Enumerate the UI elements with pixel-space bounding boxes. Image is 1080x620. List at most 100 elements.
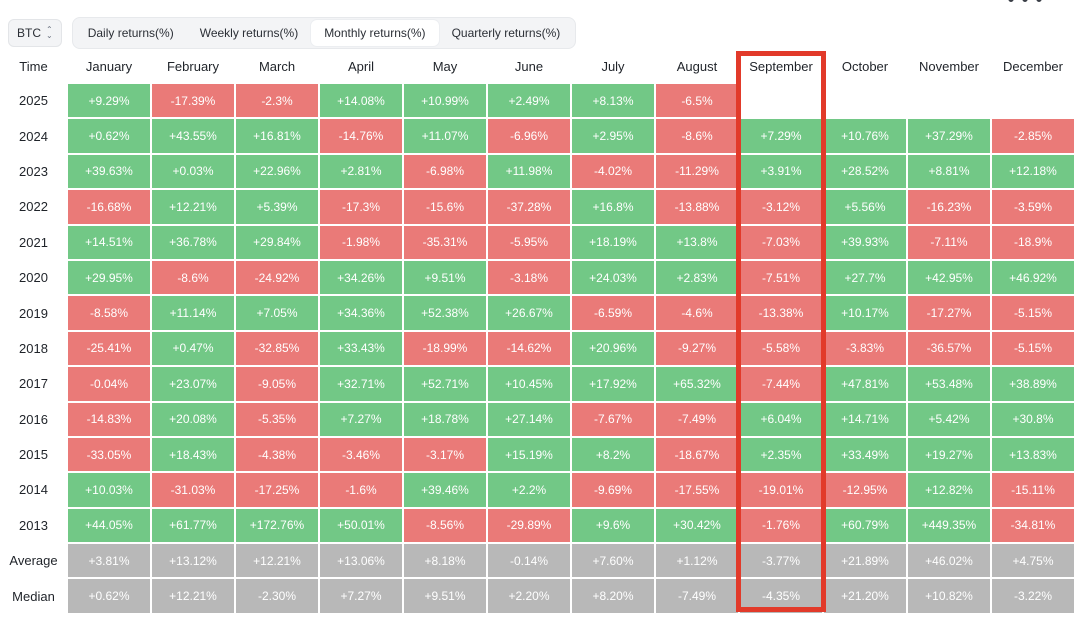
return-cell: +28.52% (823, 153, 907, 190)
return-cell: -6.96% (487, 118, 571, 154)
return-cell: -14.76% (319, 118, 403, 154)
return-cell: +4.75% (991, 543, 1075, 579)
return-cell: -18.9% (991, 224, 1075, 260)
return-cell: +29.95% (67, 259, 151, 296)
return-cell: -8.58% (67, 295, 151, 331)
return-cell: +172.76% (235, 507, 319, 544)
return-cell (823, 83, 907, 119)
return-cell: -3.46% (319, 436, 403, 473)
return-cell: -5.58% (739, 330, 823, 367)
column-header-july: July (601, 58, 625, 74)
return-cell: +5.39% (235, 189, 319, 225)
return-cell: +10.45% (487, 366, 571, 402)
return-cell: +2.35% (739, 436, 823, 473)
return-cell: -3.18% (487, 259, 571, 296)
return-cell: +52.38% (403, 295, 487, 331)
return-cell: +449.35% (907, 507, 991, 544)
return-cell: -7.49% (655, 401, 739, 437)
return-cell: +2.49% (487, 83, 571, 119)
return-cell: -24.92% (235, 259, 319, 296)
column-header-march: March (258, 58, 296, 74)
return-cell: +46.02% (907, 543, 991, 579)
return-cell: -4.35% (739, 578, 823, 614)
row-label: 2014 (19, 482, 48, 498)
toolbar: BTC ⌃ ⌄ Daily returns(%) Weekly returns(%… (8, 17, 577, 49)
return-cell: +26.67% (487, 295, 571, 331)
return-cell: +17.92% (571, 366, 655, 402)
row-label: 2025 (19, 93, 48, 109)
return-cell: -7.44% (739, 366, 823, 402)
return-cell: +10.03% (67, 472, 151, 508)
return-cell: -3.83% (823, 330, 907, 367)
row-label: 2022 (19, 199, 48, 215)
table-row: 2020 +29.95% -8.6% -24.92% +34.26% +9.51% -3.1… (0, 259, 1075, 296)
return-cell: +24.03% (571, 259, 655, 296)
return-cell: -16.68% (67, 189, 151, 225)
return-cell: +5.56% (823, 189, 907, 225)
return-cell: -11.29% (655, 153, 739, 190)
return-cell: +10.99% (403, 83, 487, 119)
return-cell: -8.6% (655, 118, 739, 154)
return-cell: +0.47% (151, 330, 235, 367)
return-cell: +9.51% (403, 578, 487, 614)
return-cell: -4.6% (655, 295, 739, 331)
return-cell: -16.23% (907, 189, 991, 225)
return-cell: +60.79% (823, 507, 907, 544)
column-header-october: October (841, 58, 889, 74)
chevron-up-down-icon: ⌃ ⌄ (46, 25, 53, 40)
column-header-november: November (919, 58, 979, 74)
return-cell (907, 83, 991, 119)
return-cell: -7.11% (907, 224, 991, 260)
return-cell: -5.95% (487, 224, 571, 260)
return-cell: -8.56% (403, 507, 487, 544)
return-cell: +13.12% (151, 543, 235, 579)
table-row: 2023 +39.63% +0.03% +22.96% +2.81% -6.98% +11.… (0, 153, 1075, 190)
table-row: 2022 -16.68% +12.21% +5.39% -17.3% -15.6% -37.… (0, 189, 1075, 225)
return-cell: +52.71% (403, 366, 487, 402)
return-cell: -14.62% (487, 330, 571, 367)
table-row: 2013 +44.05% +61.77% +172.76% +50.01% -8.56% -… (0, 507, 1075, 544)
return-cell: +39.63% (67, 153, 151, 190)
tab-monthly-returns[interactable]: Monthly returns(%) (311, 20, 439, 46)
return-cell: -14.83% (67, 401, 151, 437)
row-label: 2015 (19, 447, 48, 463)
return-cell: +6.04% (739, 401, 823, 437)
return-cell: -29.89% (487, 507, 571, 544)
return-cell: -1.98% (319, 224, 403, 260)
return-cell: -31.03% (151, 472, 235, 508)
tab-weekly-returns[interactable]: Weekly returns(%) (199, 26, 299, 40)
row-label: 2021 (19, 234, 48, 250)
return-cell: -3.17% (403, 436, 487, 473)
return-cell: +8.20% (571, 578, 655, 614)
return-cell: +34.26% (319, 259, 403, 296)
row-label: 2017 (19, 376, 48, 392)
return-cell: +10.17% (823, 295, 907, 331)
table-row: 2015 -33.05% +18.43% -4.38% -3.46% -3.17% +15.… (0, 436, 1075, 473)
return-cell: +42.95% (907, 259, 991, 296)
return-cell: +33.43% (319, 330, 403, 367)
return-cell: -9.27% (655, 330, 739, 367)
tab-daily-returns[interactable]: Daily returns(%) (87, 26, 174, 40)
more-options-icon[interactable] (1008, 0, 1042, 4)
return-cell: +2.20% (487, 578, 571, 614)
return-cell: -35.31% (403, 224, 487, 260)
return-cell: +46.92% (991, 259, 1075, 296)
return-cell: +2.95% (571, 118, 655, 154)
column-header-december: December (1003, 58, 1063, 74)
return-cell: +12.18% (991, 153, 1075, 190)
row-label: 2016 (19, 411, 48, 427)
return-cell: +20.08% (151, 401, 235, 437)
return-cell: +39.93% (823, 224, 907, 260)
coin-select[interactable]: BTC ⌃ ⌄ (8, 19, 62, 47)
return-cell: -33.05% (67, 436, 151, 473)
return-cell: +7.27% (319, 401, 403, 437)
return-cell: +39.46% (403, 472, 487, 508)
return-cell: +14.71% (823, 401, 907, 437)
return-cell: +9.6% (571, 507, 655, 544)
return-cell: +3.91% (739, 153, 823, 190)
return-cell: +20.96% (571, 330, 655, 367)
row-label: 2019 (19, 305, 48, 321)
tab-quarterly-returns[interactable]: Quarterly returns(%) (451, 26, 561, 40)
return-cell: -13.38% (739, 295, 823, 331)
return-cell: +11.98% (487, 153, 571, 190)
